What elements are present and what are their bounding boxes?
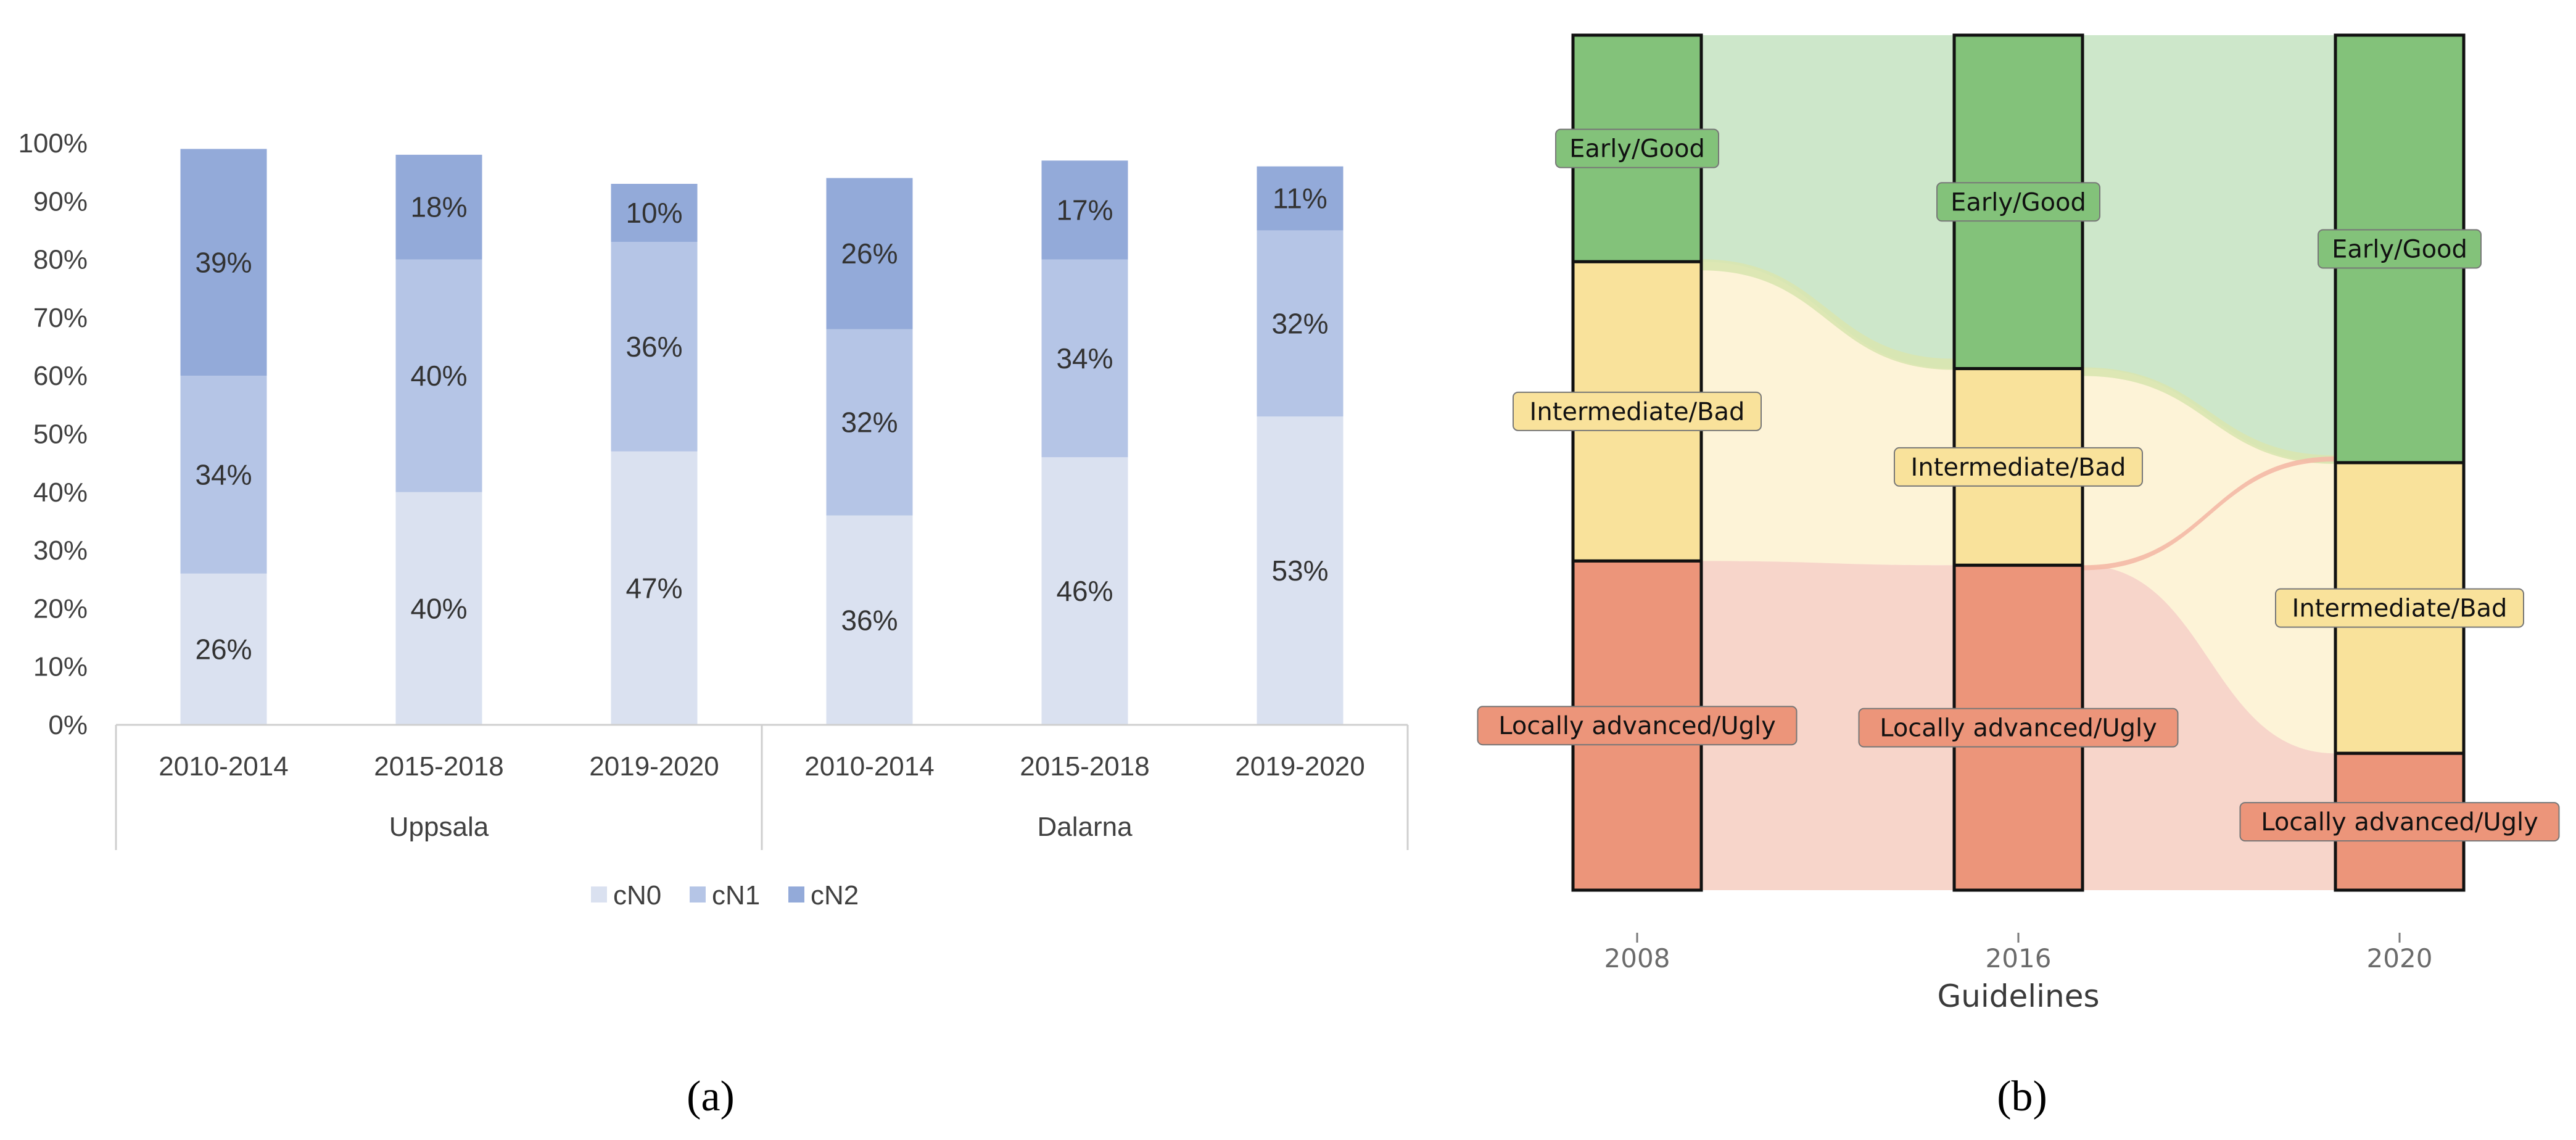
node-label: Early/Good [1569,135,1705,163]
y-tick-label: 10% [33,652,88,682]
data-label: 26% [841,238,898,270]
node-label: Early/Good [1951,188,2086,217]
flow-transition [1701,259,1954,370]
flow-transition [2083,456,2335,571]
flow-band [2083,35,2335,463]
node-label: Early/Good [2332,236,2467,264]
bar-segment-cn1 [395,259,482,492]
bar-segment-cn1 [180,376,267,574]
legend-label-cn0: cN0 [613,880,661,911]
bar-segment-cn2 [826,178,913,329]
node-label: Locally advanced/Ugly [1880,714,2157,743]
bar-segment-cn2 [180,149,267,376]
data-label: 34% [1056,342,1113,374]
bar-segment-cn0 [180,573,267,725]
bar-segment-cn0 [826,515,913,725]
panel-label-b: (b) [1997,1073,2047,1120]
y-tick-label: 60% [33,361,88,391]
node-label-box [1477,706,1798,746]
bar-segment-cn1 [1041,259,1128,458]
y-tick-label: 30% [33,535,88,566]
y-tick-label: 40% [33,477,88,508]
x-axis-tick-label: 2020 [2367,943,2433,973]
flow-band [1701,262,1954,566]
legend-swatch-cn0 [591,886,607,903]
flow-band [1701,561,1954,890]
flow-band [1701,35,1954,369]
x-category-label: 2010-2014 [804,751,934,782]
data-label: 32% [1271,307,1328,339]
data-label: 36% [841,604,898,636]
node-label: Intermediate/Bad [1911,453,2126,482]
legend-swatch-cn2 [788,886,804,903]
data-label: 18% [410,191,467,223]
data-label: 32% [841,407,898,439]
bar-segment-cn2 [1041,160,1128,260]
bar-segment-cn1 [611,242,698,452]
data-label: 10% [625,197,682,229]
alluvial-chart: Early/Good Intermediate/Bad Locally advanc… [1477,33,2560,1014]
data-label: 47% [625,572,682,604]
x-category-label: 2019-2020 [1235,751,1364,782]
data-label: 11% [1273,183,1327,215]
panel-label-a: (a) [687,1073,735,1120]
node-label-box [1894,447,2143,487]
bar-segment-cn2 [1257,166,1344,231]
data-label: 53% [1271,555,1328,587]
node-label-box [2318,229,2482,269]
y-tick-label: 80% [33,245,88,275]
bar-segment-cn2 [395,154,482,260]
node-label-box [2275,588,2524,628]
data-label: 26% [195,633,252,665]
node-label: Intermediate/Bad [1530,398,1745,426]
bar-segment-cn0 [1041,457,1128,725]
node-label: Intermediate/Bad [2292,595,2508,623]
y-tick-label: 90% [33,186,88,217]
legend-label-cn2: cN2 [811,880,859,911]
node-label-box [1555,128,1719,168]
y-tick-label: 50% [33,419,88,450]
x-category-label: 2010-2014 [159,751,288,782]
legend-swatch-cn1 [690,886,706,903]
data-label: 36% [625,331,682,363]
node-label-box [1936,182,2100,222]
y-tick-label: 20% [33,593,88,624]
bar-segment-cn0 [1257,416,1344,725]
node-label-box [1513,391,1762,431]
x-category-label: 2019-2020 [589,751,719,782]
node-label-box [2239,802,2560,842]
bar-segment-cn2 [611,184,698,242]
bar-segment-cn0 [611,451,698,725]
node-label: Locally advanced/Ugly [1498,712,1776,740]
data-label: 40% [410,360,467,392]
bar-segment-cn1 [826,329,913,516]
bar-segment-cn0 [395,492,482,725]
node-label: Locally advanced/Ugly [2261,808,2538,836]
data-label: 34% [195,459,252,491]
data-label: 46% [1056,575,1113,607]
legend-label-cn1: cN1 [712,880,760,911]
x-category-label: 2015-2018 [374,751,503,782]
group-label: Dalarna [1037,812,1133,842]
data-label: 40% [410,592,467,624]
node-label-box [1858,708,2179,748]
flow-band [2083,368,2335,754]
y-tick-label: 70% [33,303,88,333]
bar-segment-cn1 [1257,230,1344,417]
x-axis-title: Guidelines [1937,978,2099,1014]
x-axis-tick-label: 2016 [1986,943,2052,973]
x-axis-tick-label: 2008 [1604,943,1670,973]
group-label: Uppsala [389,812,489,842]
y-tick-label: 0% [48,710,88,740]
y-tick-label: 100% [18,128,88,159]
x-category-label: 2015-2018 [1020,751,1149,782]
data-label: 39% [195,246,252,278]
stacked-bar-chart: 0% 10% 20% 30% 40% 50% 60% 70% 80% 90% 100% 26% 34% 3… [18,128,1409,911]
data-label: 17% [1056,194,1113,226]
flow-transition [2083,367,2335,464]
